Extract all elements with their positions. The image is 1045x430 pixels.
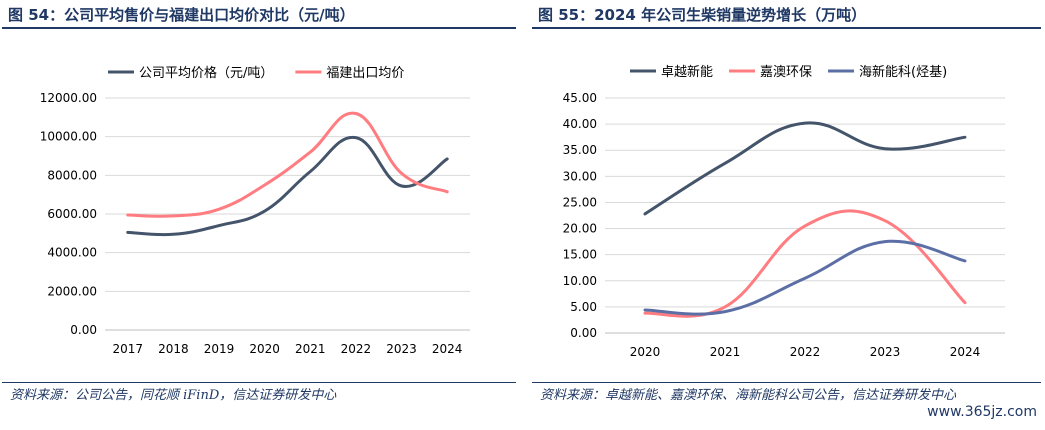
y-tick-label: 10000.00 (40, 130, 97, 144)
title-rule (2, 27, 516, 29)
x-tick-label: 2020 (630, 345, 661, 359)
series-line-2 (643, 239, 967, 316)
y-tick-label: 25.00 (563, 195, 597, 209)
x-tick-label: 2023 (870, 345, 901, 359)
x-tick-label: 2019 (204, 342, 235, 356)
y-tick-label: 8000.00 (47, 168, 97, 182)
legend-label: 福建出口均价 (326, 66, 404, 81)
x-tick-label: 2020 (249, 342, 280, 356)
chart-panel-sales: 图 55：2024 年公司生柴销量逆势增长（万吨） 0.00 5.00 10.00 1… (530, 0, 1045, 430)
y-tick-label: 40.00 (563, 117, 597, 131)
y-tick-label: 30.00 (563, 169, 597, 183)
y-tick-label: 20.00 (563, 222, 597, 236)
title-rule (532, 27, 1041, 29)
y-tick-label: 5.00 (570, 300, 597, 314)
y-tick-label: 0.00 (70, 323, 97, 337)
x-tick-label: 2023 (386, 342, 417, 356)
sales-line-chart: 0.00 5.00 10.00 15.00 20.00 25.00 30.00 35.00 40… (563, 64, 1005, 359)
source-rule (532, 382, 1041, 383)
x-tick-label: 2024 (950, 345, 981, 359)
y-tick-label: 4000.00 (47, 246, 97, 260)
y-tick-label: 12000.00 (40, 91, 97, 105)
price-line-chart: 0.00 2000.00 4000.00 6000.00 8000.00 10000.00… (40, 65, 470, 356)
x-tick-label: 2024 (432, 342, 463, 356)
series-line-0 (126, 136, 449, 237)
x-tick-label: 2022 (341, 342, 372, 356)
legend-label: 海新能科(烃基) (859, 64, 947, 80)
x-tick-label: 2017 (113, 342, 144, 356)
legend-label: 嘉澳环保 (760, 64, 812, 80)
source-note: 资料来源：公司公告，同花顺 iFinD，信达证券研发中心 (10, 388, 337, 403)
x-tick-label: 2018 (158, 342, 189, 356)
y-tick-label: 10.00 (563, 274, 597, 288)
y-tick-label: 6000.00 (47, 207, 97, 221)
watermark: www.365jz.com (927, 404, 1037, 420)
chart-panel-price: 图 54：公司平均售价与福建出口均价对比（元/吨） 0.00 2000.00 400… (0, 0, 520, 430)
y-tick-label: 35.00 (563, 143, 597, 157)
legend-label: 卓越新能 (661, 64, 713, 80)
y-tick-label: 2000.00 (47, 284, 97, 298)
y-tick-label: 15.00 (563, 248, 597, 262)
x-tick-label: 2022 (790, 345, 821, 359)
legend-label: 公司平均价格（元/吨） (139, 65, 273, 81)
y-tick-label: 0.00 (570, 326, 597, 340)
source-note: 资料来源：卓越新能、嘉澳环保、海新能科公司公告，信达证券研发中心 (540, 388, 957, 403)
x-tick-label: 2021 (295, 342, 326, 356)
series-line-0 (643, 121, 967, 216)
y-tick-label: 45.00 (563, 91, 597, 105)
source-rule (2, 382, 516, 383)
figure-title: 图 54：公司平均售价与福建出口均价对比（元/吨） (8, 6, 355, 24)
x-tick-label: 2021 (710, 345, 741, 359)
figure-title: 图 55：2024 年公司生柴销量逆势增长（万吨） (538, 6, 867, 24)
series-line-1 (126, 111, 449, 218)
series-line-1 (643, 209, 967, 318)
